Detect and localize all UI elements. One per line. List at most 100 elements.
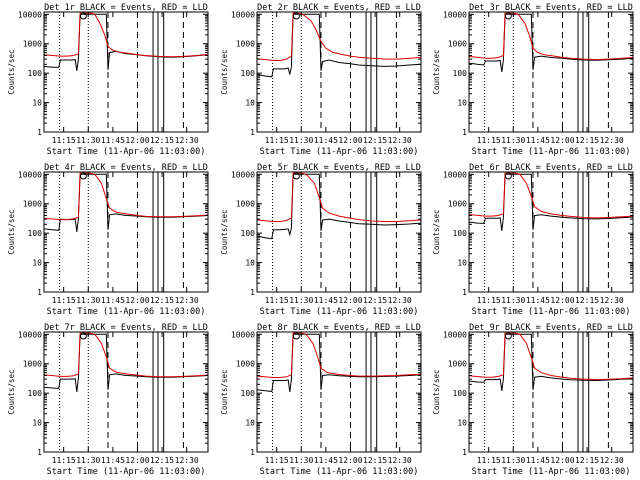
y-tick-label: 1000: [23, 360, 42, 369]
y-tick-label: 1: [462, 288, 467, 297]
events-series-line: [468, 13, 634, 72]
plot-frame: [43, 331, 209, 453]
y-tick-label: 10000: [443, 10, 467, 19]
y-axis-label: Counts/sec: [7, 209, 16, 254]
y-tick-label: 1000: [236, 360, 255, 369]
x-tick-label: 12:00: [125, 296, 149, 305]
panel-title: Det 3r BLACK = Events, RED = LLD: [469, 3, 633, 13]
events-series-line: [468, 173, 634, 231]
y-tick-label: 10000: [18, 330, 42, 339]
y-tick-label: 1: [37, 288, 42, 297]
panel-det-8r: Det 8r BLACK = Events, RED = LLD 11:15 11:…: [220, 323, 422, 477]
y-tick-label: 10: [457, 99, 467, 108]
x-tick-label: 12:15: [575, 296, 599, 305]
y-tick-label: 10: [32, 99, 42, 108]
panel-title: Det 8r BLACK = Events, RED = LLD: [257, 323, 421, 333]
marker-circle: [79, 172, 87, 180]
y-tick-label: 1000: [448, 40, 467, 49]
x-tick-label: 11:15: [265, 296, 289, 305]
lld-series-line: [43, 12, 209, 58]
marker-circle: [292, 332, 300, 340]
marker-circle: [504, 12, 512, 20]
lld-series-line: [43, 172, 209, 221]
plot-frame: [468, 11, 634, 133]
plot-frame: [256, 11, 422, 133]
x-tick-label: 11:15: [52, 296, 76, 305]
x-tick-label: 12:30: [600, 136, 624, 145]
x-tick-label: 12:15: [363, 296, 387, 305]
y-tick-label: 100: [241, 229, 256, 238]
y-tick-label: 10: [245, 419, 255, 428]
panel-title: Det 9r BLACK = Events, RED = LLD: [469, 323, 633, 333]
y-tick-label: 10: [245, 99, 255, 108]
panel-title: Det 2r BLACK = Events, RED = LLD: [257, 3, 421, 13]
x-tick-label: 11:45: [101, 136, 125, 145]
y-tick-label: 1000: [23, 200, 42, 209]
x-axis-label: Start Time (11-Apr-06 11:03:00): [472, 307, 631, 317]
y-axis-label: Counts/sec: [220, 369, 229, 414]
x-tick-label: 11:45: [526, 136, 550, 145]
y-tick-label: 10000: [231, 10, 255, 19]
x-tick-label: 12:00: [125, 456, 149, 465]
x-tick-label: 11:15: [477, 456, 501, 465]
marker-circle: [292, 12, 300, 20]
y-tick-label: 100: [28, 389, 43, 398]
x-tick-label: 11:30: [501, 296, 525, 305]
y-tick-label: 10: [245, 259, 255, 268]
y-tick-label: 1: [250, 448, 255, 457]
y-tick-label: 100: [241, 69, 256, 78]
x-tick-label: 12:15: [363, 136, 387, 145]
marker-circle: [292, 172, 300, 180]
x-tick-label: 11:15: [265, 456, 289, 465]
marker-circle: [79, 332, 87, 340]
y-tick-label: 10000: [18, 10, 42, 19]
y-tick-label: 10: [457, 259, 467, 268]
x-tick-label: 12:30: [600, 456, 624, 465]
x-tick-label: 12:00: [338, 456, 362, 465]
y-tick-label: 10000: [231, 330, 255, 339]
x-tick-label: 12:30: [175, 296, 199, 305]
x-tick-label: 12:15: [575, 456, 599, 465]
x-tick-label: 11:30: [501, 456, 525, 465]
x-tick-label: 11:45: [526, 296, 550, 305]
lld-series-line: [468, 332, 634, 381]
x-tick-label: 11:45: [314, 136, 338, 145]
x-tick-label: 11:30: [76, 296, 100, 305]
y-tick-label: 1000: [236, 200, 255, 209]
y-axis-label: Counts/sec: [7, 369, 16, 414]
y-tick-label: 1000: [448, 360, 467, 369]
x-tick-label: 12:00: [125, 136, 149, 145]
x-tick-label: 11:45: [526, 456, 550, 465]
y-tick-label: 10000: [443, 170, 467, 179]
y-tick-label: 100: [453, 229, 468, 238]
events-series-line: [256, 173, 422, 240]
lld-series-line: [468, 12, 634, 61]
x-axis-label: Start Time (11-Apr-06 11:03:00): [472, 147, 631, 157]
y-tick-label: 1: [37, 128, 42, 137]
x-axis-label: Start Time (11-Apr-06 11:03:00): [260, 307, 419, 317]
lld-series-line: [256, 172, 422, 222]
x-tick-label: 12:30: [388, 136, 412, 145]
marker-circle: [504, 332, 512, 340]
y-axis-label: Counts/sec: [432, 49, 441, 94]
y-tick-label: 100: [453, 69, 468, 78]
x-tick-label: 11:45: [101, 296, 125, 305]
y-axis-label: Counts/sec: [7, 49, 16, 94]
x-tick-label: 11:30: [76, 456, 100, 465]
panel-title: Det 5r BLACK = Events, RED = LLD: [257, 163, 421, 173]
events-series-line: [256, 333, 422, 392]
y-tick-label: 100: [453, 389, 468, 398]
x-tick-label: 12:15: [150, 456, 174, 465]
x-tick-label: 11:30: [289, 136, 313, 145]
x-tick-label: 12:30: [388, 456, 412, 465]
y-tick-label: 100: [28, 229, 43, 238]
x-tick-label: 11:15: [52, 456, 76, 465]
x-tick-label: 11:30: [289, 456, 313, 465]
x-tick-label: 12:00: [338, 296, 362, 305]
x-tick-label: 12:30: [175, 456, 199, 465]
x-tick-label: 12:15: [363, 456, 387, 465]
plot-frame: [43, 171, 209, 293]
